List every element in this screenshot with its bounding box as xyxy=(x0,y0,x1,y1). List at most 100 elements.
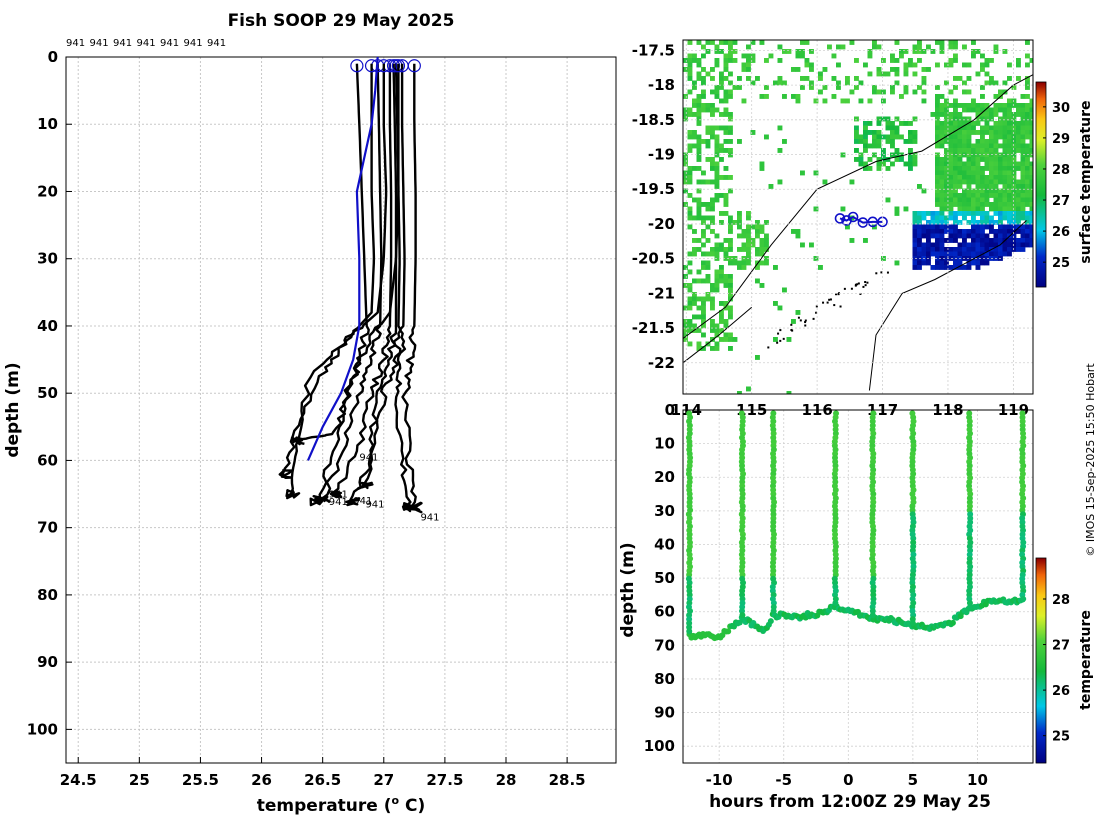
colorbar-slice xyxy=(1036,669,1046,671)
sst-cell xyxy=(710,76,715,81)
sst-cell xyxy=(921,89,927,95)
sst-cell xyxy=(687,130,693,135)
sst-cell xyxy=(1020,148,1026,153)
colorbar-slice xyxy=(1036,109,1046,111)
sst-cell xyxy=(993,179,999,185)
sst-cell xyxy=(701,310,706,315)
sst-cell xyxy=(980,184,985,189)
sst-cell xyxy=(714,152,720,158)
sst-cell xyxy=(948,229,954,234)
sst-cell xyxy=(1007,220,1012,225)
sst-cell xyxy=(944,179,949,185)
sst-cell xyxy=(705,202,711,207)
section-x-tick-label: 10 xyxy=(967,771,988,789)
colorbar-slice xyxy=(1036,86,1046,88)
sst-cell xyxy=(1011,143,1017,149)
colorbar-slice xyxy=(1036,730,1046,732)
sst-cell xyxy=(1016,76,1021,81)
sst-cell xyxy=(1025,85,1030,90)
sst-cell xyxy=(993,130,999,135)
colorbar-slice xyxy=(1036,637,1046,639)
sst-cell xyxy=(935,224,940,230)
colorbar-slice xyxy=(1036,224,1046,226)
sst-cell xyxy=(993,125,999,131)
sst-cell xyxy=(1011,166,1017,171)
sst-cell xyxy=(989,112,994,117)
sst-cell xyxy=(705,251,711,257)
colorbar-slice xyxy=(1036,717,1046,719)
sst-cell xyxy=(710,247,715,252)
sst-cell xyxy=(998,89,1003,95)
sst-cell xyxy=(944,166,949,171)
sst-cell xyxy=(1016,202,1021,207)
sst-cell xyxy=(998,166,1003,171)
colorbar-slice xyxy=(1036,252,1046,254)
sst-cell xyxy=(948,215,954,221)
sst-cell xyxy=(998,206,1003,212)
sst-cell xyxy=(885,166,891,171)
sst-cell xyxy=(687,269,693,275)
colorbar-slice xyxy=(1036,678,1046,680)
sst-cell xyxy=(989,166,994,171)
sst-cell xyxy=(971,121,976,126)
colorbar-slice xyxy=(1036,754,1046,756)
sst-cell xyxy=(692,166,697,171)
colorbar-slice xyxy=(1036,611,1046,613)
sst-cell xyxy=(953,116,958,122)
sst-cell xyxy=(723,175,729,180)
colorbar-slice xyxy=(1036,120,1046,122)
sst-cell xyxy=(935,107,940,113)
sst-cell xyxy=(948,40,954,45)
colorbar-slice xyxy=(1036,662,1046,664)
sst-cell xyxy=(998,152,1003,158)
sst-cell xyxy=(710,305,715,311)
sst-cell xyxy=(687,296,693,302)
sst-cell xyxy=(1025,166,1030,171)
sst-cell xyxy=(984,220,990,225)
sst-cell xyxy=(773,337,778,342)
sst-cell xyxy=(1011,134,1017,140)
sst-cell xyxy=(759,166,765,171)
sst-cell xyxy=(912,224,918,230)
colorbar-slice xyxy=(1036,638,1046,640)
colorbar-slice xyxy=(1036,635,1046,637)
y-tick-label: 20 xyxy=(37,182,58,200)
colorbar-slice xyxy=(1036,210,1046,212)
sst-cell xyxy=(903,71,909,77)
sst-cell xyxy=(683,116,688,122)
sst-cell xyxy=(872,134,877,140)
sst-cell xyxy=(903,161,909,167)
sst-cell xyxy=(993,233,999,239)
sst-cell xyxy=(971,251,976,257)
sst-cell xyxy=(710,202,715,207)
sst-cell xyxy=(804,58,810,63)
colorbar-slice xyxy=(1036,243,1046,245)
sst-cell xyxy=(921,215,927,221)
sst-cell xyxy=(894,125,900,131)
sst-cell xyxy=(962,233,967,239)
colorbar-slice xyxy=(1036,744,1046,746)
sst-cell xyxy=(926,224,931,230)
colorbar-slice xyxy=(1036,676,1046,678)
sst-cell xyxy=(692,278,697,284)
sst-cell xyxy=(683,337,688,342)
sst-cell xyxy=(953,184,958,189)
sst-cell xyxy=(818,71,823,77)
sst-cell xyxy=(998,143,1003,149)
sst-cell xyxy=(701,103,706,108)
colorbar-slice xyxy=(1036,745,1046,747)
sst-cell xyxy=(755,76,760,81)
sst-cell xyxy=(971,161,976,167)
island xyxy=(790,323,793,326)
sst-cell xyxy=(939,139,945,144)
sst-cell xyxy=(795,229,801,234)
sst-cell xyxy=(975,121,981,126)
sst-cell xyxy=(723,305,729,311)
sst-cell xyxy=(728,278,733,284)
colorbar-slice xyxy=(1036,124,1046,126)
sst-cell xyxy=(696,58,702,63)
colorbar-slice xyxy=(1036,133,1046,135)
sst-cell xyxy=(705,49,711,54)
sst-cell xyxy=(728,125,733,131)
colorbar-slice xyxy=(1036,240,1046,242)
